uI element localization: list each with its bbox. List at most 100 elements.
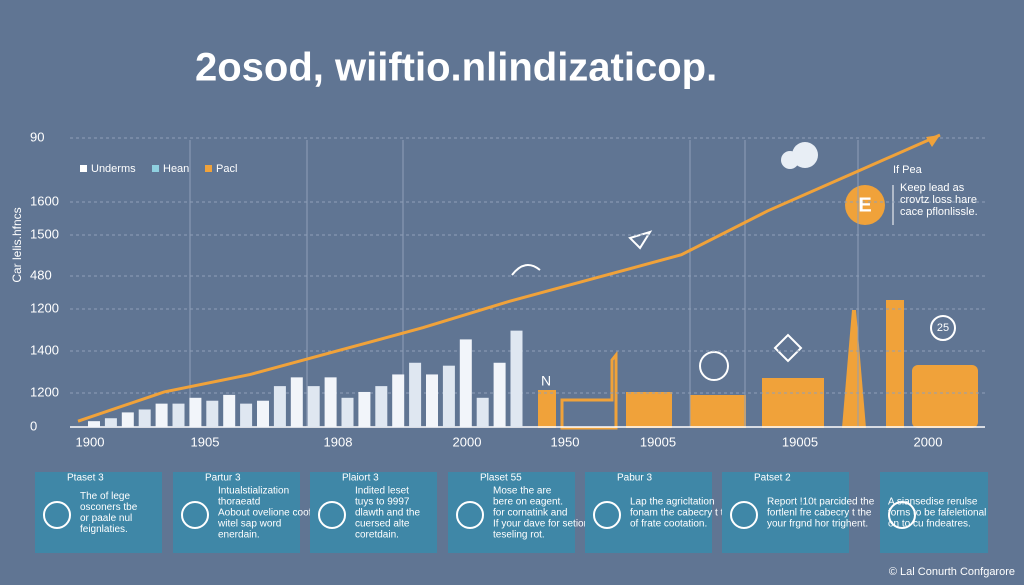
arrow-head xyxy=(926,135,940,147)
marker: N xyxy=(541,373,551,389)
bar xyxy=(257,400,269,427)
circle-label: 25 xyxy=(937,322,949,334)
note-title: If Pea xyxy=(893,164,923,176)
panel-line: forns to be fafeletional xyxy=(888,508,986,519)
panel xyxy=(448,472,575,553)
panel-icon xyxy=(318,501,346,529)
panel-line: or paale nul xyxy=(80,513,132,524)
panel xyxy=(173,472,300,553)
bar xyxy=(324,377,337,427)
panel-icon xyxy=(593,501,621,529)
legend-label: Hean xyxy=(163,163,189,175)
panel-line: teseling rot. xyxy=(493,530,545,541)
panel-line: The of lege xyxy=(80,491,130,502)
bar xyxy=(459,339,472,427)
bar xyxy=(189,397,202,427)
trend-line xyxy=(77,133,941,423)
y-label: 1600 xyxy=(30,193,59,208)
panel-title: Ptaset 3 xyxy=(67,473,104,484)
panel-line: feignlaties. xyxy=(80,524,128,535)
panel-icon xyxy=(888,501,916,529)
bar xyxy=(290,377,303,427)
x-label: 2000 xyxy=(453,434,482,449)
panel-line: enerdain. xyxy=(218,530,260,541)
note-line: crovtz loss hare xyxy=(900,194,977,206)
panel-title: Plaiort 3 xyxy=(342,473,379,484)
panel-line: Lap the agricltation xyxy=(630,497,715,508)
bar xyxy=(155,403,168,427)
legend-swatch xyxy=(152,165,159,172)
bar xyxy=(240,403,253,427)
bar xyxy=(206,400,219,427)
bar xyxy=(88,421,100,427)
bar xyxy=(104,418,117,427)
panel-icon xyxy=(730,501,758,529)
panel-line: of frate cootation. xyxy=(630,519,707,530)
panel-title: Pabur 3 xyxy=(617,473,652,484)
panel xyxy=(585,472,712,553)
panel xyxy=(310,472,437,553)
y-label: 0 xyxy=(30,418,37,433)
footer: © Lal Conurth Confgarore xyxy=(889,566,1015,578)
panel-line: coretdain. xyxy=(355,530,399,541)
x-label: 1950 xyxy=(551,434,580,449)
panel xyxy=(880,472,988,553)
panel-title: Patset 2 xyxy=(754,473,791,484)
panel-line: dlawth and the xyxy=(355,508,420,519)
panel-line: for cornatink and xyxy=(493,508,568,519)
panel-icon xyxy=(181,501,209,529)
x-label: 2000 xyxy=(914,434,943,449)
panel-icon xyxy=(456,501,484,529)
panel-line: your frgnd hor trighent. xyxy=(767,519,868,530)
x-label: 1905 xyxy=(191,434,220,449)
panel-line: Aobout ovelione cooft or xyxy=(218,508,327,519)
bar xyxy=(341,397,354,427)
x-label: 19005 xyxy=(782,434,818,449)
note-line: cace pflonlissle. xyxy=(900,206,978,218)
y-label: 1500 xyxy=(30,226,59,241)
panel-line: on to cu fndeatres. xyxy=(888,519,971,530)
panel-line: osconers tbe xyxy=(80,502,138,513)
y-label: 1400 xyxy=(30,342,59,357)
panel-title: Plaset 55 xyxy=(480,473,522,484)
bar xyxy=(510,330,523,427)
panel-line: Intualstialization xyxy=(218,486,289,497)
bar xyxy=(375,386,388,427)
bar xyxy=(493,362,506,427)
bar xyxy=(476,397,489,427)
x-label: 1900 xyxy=(76,434,105,449)
bar xyxy=(442,365,455,427)
panel-line: cuersed alte xyxy=(355,519,410,530)
badge: E xyxy=(858,194,871,216)
bar xyxy=(138,409,151,427)
panel-line: If your dave for setion al xyxy=(493,519,600,530)
decor xyxy=(511,142,978,430)
panel-line: Mose the are xyxy=(493,486,552,497)
y-label: 90 xyxy=(30,129,44,144)
panel xyxy=(35,472,162,553)
panel-line: bere on eagent. xyxy=(493,497,563,508)
legend-label: Underms xyxy=(91,163,136,175)
bar xyxy=(358,391,371,427)
bar xyxy=(172,403,185,427)
bar xyxy=(307,386,320,427)
panel-title: Partur 3 xyxy=(205,473,241,484)
panel-line: witel sap word xyxy=(217,519,281,530)
x-label: 1908 xyxy=(324,434,353,449)
legend-label: Pacl xyxy=(216,163,237,175)
bar xyxy=(273,386,286,427)
bar xyxy=(426,374,438,427)
panel-line: fortlenl fre cabecry t the xyxy=(767,508,872,519)
note-line: Keep lead as xyxy=(900,182,965,194)
y-label: 480 xyxy=(30,267,52,282)
y-label: 1200 xyxy=(30,384,59,399)
legend-swatch xyxy=(80,165,87,172)
legend-swatch xyxy=(205,165,212,172)
panel-line: Indited leset xyxy=(355,486,409,497)
axis-label: Car lelis.hfncs xyxy=(10,207,24,282)
bar xyxy=(409,362,422,427)
bar xyxy=(121,412,134,427)
y-label: 1200 xyxy=(30,300,59,315)
x-label: 19005 xyxy=(640,434,676,449)
